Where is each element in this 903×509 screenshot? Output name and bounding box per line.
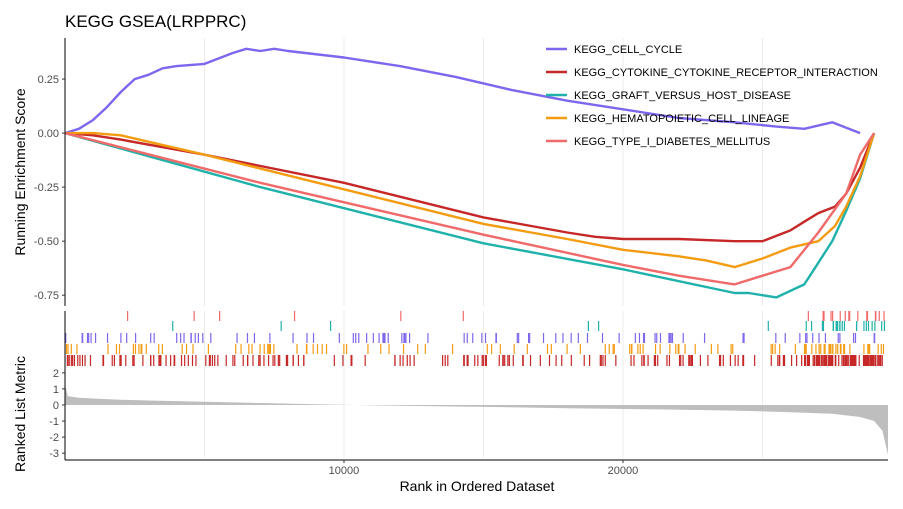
metric-tick-label: -3 bbox=[49, 448, 59, 460]
metric-grid bbox=[203, 368, 763, 458]
metric-tick-label: 0 bbox=[53, 400, 59, 412]
es-series-line bbox=[64, 131, 876, 299]
metric-panel: 2 1 0 -1 -2 -3 10000 20000 bbox=[49, 368, 888, 477]
es-tick-label: -0.50 bbox=[34, 236, 59, 248]
legend-label: KEGG_HEMATOPOIETIC_CELL_LINEAGE bbox=[574, 113, 789, 125]
metric-axis-title: Ranked List Metric bbox=[12, 356, 28, 472]
es-series-line bbox=[65, 131, 876, 269]
es-axis-title: Running Enrichment Score bbox=[12, 88, 28, 256]
gene-hits bbox=[65, 311, 886, 366]
es-tick-label: -0.75 bbox=[34, 290, 59, 302]
x-tick-label: 20000 bbox=[608, 465, 639, 477]
hit-panel bbox=[64, 311, 886, 368]
x-ticks: 10000 20000 bbox=[329, 460, 639, 477]
legend: KEGG_CELL_CYCLE KEGG_CYTOKINE_CYTOKINE_RE… bbox=[546, 44, 878, 148]
legend-label: KEGG_GRAFT_VERSUS_HOST_DISEASE bbox=[574, 90, 791, 102]
es-tick-label: -0.25 bbox=[34, 182, 59, 194]
es-series-line bbox=[64, 131, 876, 286]
es-series-line bbox=[64, 47, 861, 135]
es-tick-label: 0.00 bbox=[38, 128, 59, 140]
metric-tick-label: 1 bbox=[53, 384, 59, 396]
legend-label: KEGG_TYPE_I_DIABETES_MELLITUS bbox=[574, 136, 770, 148]
ranked-metric-area bbox=[65, 384, 888, 455]
es-lines bbox=[64, 47, 876, 299]
metric-ticks: 2 1 0 -1 -2 -3 bbox=[49, 368, 65, 460]
x-axis-title: Rank in Ordered Dataset bbox=[400, 478, 555, 494]
metric-tick-label: -1 bbox=[49, 416, 59, 428]
es-ticks: 0.25 0.00 -0.25 -0.50 -0.75 bbox=[34, 74, 65, 302]
metric-tick-label: 2 bbox=[53, 368, 59, 380]
metric-tick-label: -2 bbox=[49, 432, 59, 444]
es-panel: 0.250.00-0.25-0.50-0.75 KEGG_CELL_CYCLEK… bbox=[34, 38, 878, 306]
legend-label: KEGG_CYTOKINE_CYTOKINE_RECEPTOR_INTERACT… bbox=[574, 67, 878, 79]
chart-title: KEGG GSEA(LRPPRC) bbox=[65, 12, 246, 31]
legend-label: KEGG_CELL_CYCLE bbox=[574, 44, 682, 56]
es-tick-label: 0.25 bbox=[38, 74, 59, 86]
x-tick-label: 10000 bbox=[329, 465, 360, 477]
